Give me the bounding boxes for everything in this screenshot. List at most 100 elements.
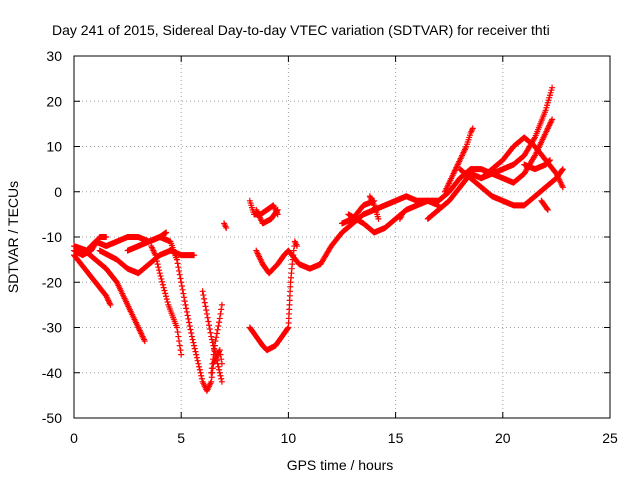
data-point [176, 338, 183, 345]
series-arc-23 [521, 157, 553, 173]
data-point [191, 252, 198, 259]
data-point [201, 299, 208, 306]
data-point [162, 293, 169, 300]
data-point [215, 322, 222, 329]
data-point [173, 324, 180, 331]
series-arc-18 [396, 211, 406, 222]
data-point [549, 116, 556, 123]
data-point [208, 333, 215, 340]
x-tick-label: 15 [388, 430, 404, 446]
data-point [217, 351, 224, 358]
data-point [274, 206, 281, 213]
data-point [195, 360, 202, 367]
data-point [163, 296, 170, 303]
y-tick-label: -20 [42, 274, 62, 290]
data-point [216, 319, 223, 326]
data-point [215, 363, 222, 370]
data-point [211, 342, 218, 349]
data-point [154, 261, 161, 268]
data-point [189, 336, 196, 343]
data-point [399, 211, 406, 218]
data-point [173, 256, 180, 263]
data-point [203, 310, 210, 317]
data-point [193, 351, 200, 358]
data-point [182, 301, 189, 308]
data-point [174, 329, 181, 336]
data-point [184, 312, 191, 319]
data-point [176, 342, 183, 349]
data-point [183, 305, 190, 312]
data-point [549, 84, 556, 91]
data-point [156, 267, 163, 274]
data-point [181, 294, 188, 301]
data-point [163, 229, 170, 236]
data-point [178, 351, 185, 358]
data-point [193, 354, 200, 361]
data-point [208, 336, 215, 343]
data-point [559, 167, 566, 174]
data-point [210, 351, 217, 358]
data-point [158, 275, 165, 282]
data-point [174, 260, 181, 267]
x-tick-label: 0 [70, 430, 78, 446]
y-tick-label: 0 [54, 184, 62, 200]
data-point [159, 281, 166, 288]
data-point [190, 339, 197, 346]
x-tick-label: 20 [495, 430, 511, 446]
y-tick-label: 20 [46, 93, 62, 109]
data-point [157, 273, 164, 280]
data-point [206, 322, 213, 329]
data-point [176, 267, 183, 274]
y-tick-label: -30 [42, 320, 62, 336]
data-point [201, 295, 208, 302]
grid-lines [74, 56, 610, 418]
data-point [191, 342, 198, 349]
data-point [180, 290, 187, 297]
data-point [216, 369, 223, 376]
data-point [202, 303, 209, 310]
data-point [544, 206, 551, 213]
y-tick-label: 30 [46, 48, 62, 64]
data-point [223, 224, 230, 231]
data-point [177, 347, 184, 354]
data-point [207, 329, 214, 336]
data-point [559, 166, 566, 173]
series-arc-7 [148, 243, 185, 358]
data-point [213, 330, 220, 337]
data-point [284, 325, 291, 332]
y-tick-label: -10 [42, 229, 62, 245]
series-arc-16 [345, 116, 556, 236]
data-marks [71, 84, 566, 394]
data-point [213, 357, 220, 364]
data-point [141, 338, 148, 345]
data-point [204, 314, 211, 321]
data-point [186, 322, 193, 329]
data-point [162, 290, 169, 297]
y-axis-label: SDTVAR / TECUs [5, 181, 21, 293]
data-point [205, 318, 212, 325]
data-point [178, 283, 185, 290]
data-point [196, 366, 203, 373]
data-point [218, 375, 225, 382]
y-tick-label: 10 [46, 139, 62, 155]
series-arc-24 [538, 197, 551, 213]
data-point [210, 356, 217, 363]
data-point [546, 157, 553, 164]
data-point [196, 363, 203, 370]
data-point [218, 306, 225, 313]
data-point [198, 372, 205, 379]
data-point [181, 298, 188, 305]
series-arc-4 [81, 247, 148, 345]
data-point [214, 326, 221, 333]
data-point [159, 278, 166, 285]
data-point [216, 347, 223, 354]
data-point [156, 270, 163, 277]
x-axis-label: GPS time / hours [287, 457, 394, 473]
data-point [217, 372, 224, 379]
data-point [178, 279, 185, 286]
data-point [213, 354, 220, 361]
data-point [183, 308, 190, 315]
data-point [212, 338, 219, 345]
series-arc-5 [96, 247, 198, 277]
